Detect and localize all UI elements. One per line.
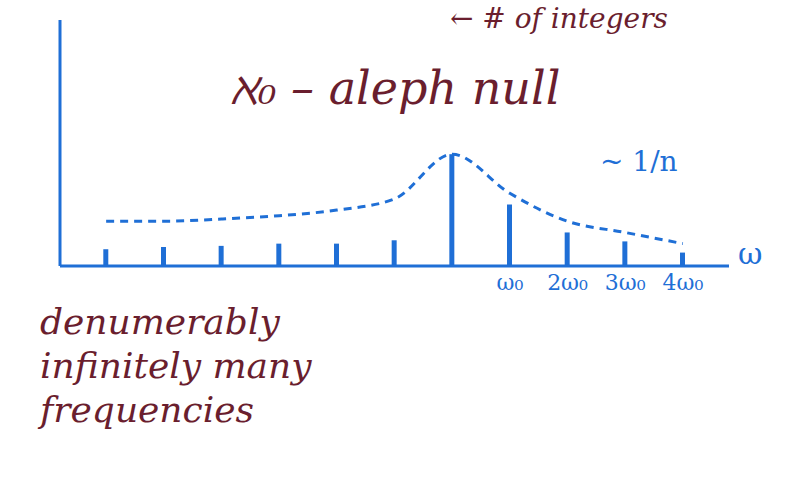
svg-text:ω₀: ω₀ — [496, 270, 523, 295]
html-text:ω: ω — [738, 236, 763, 271]
svg-text:3ω₀: 3ω₀ — [605, 270, 646, 295]
html-text:ℵ₀ – aleph null: ℵ₀ – aleph null — [230, 61, 561, 115]
html-text:~ 1/n: ~ 1/n — [600, 145, 678, 178]
svg-text:4ω₀: 4ω₀ — [662, 270, 703, 295]
html-text:← # of integers: ← # of integers — [450, 2, 668, 35]
html-text:denumerably infinitely many fr: denumerably infinitely many frequencies — [40, 301, 312, 430]
svg-text:2ω₀: 2ω₀ — [547, 270, 588, 295]
